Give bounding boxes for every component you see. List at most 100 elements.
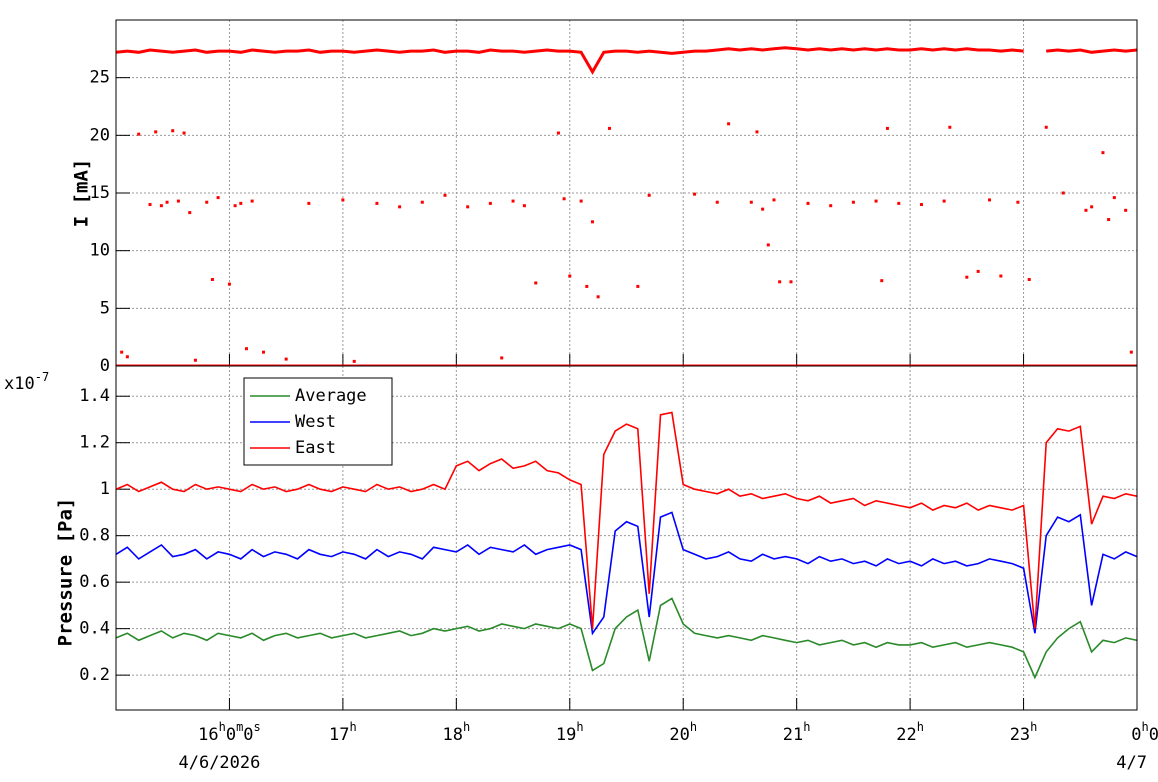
- data-point: [636, 284, 640, 288]
- x-tick-label: 18h: [442, 720, 470, 745]
- legend-label: West: [295, 412, 336, 432]
- series-line: [116, 411, 1137, 629]
- data-point: [885, 126, 889, 130]
- x-tick-label: 23h: [1010, 720, 1038, 745]
- data-point: [1044, 125, 1048, 129]
- data-point: [466, 205, 470, 209]
- data-point: [647, 193, 651, 197]
- x-tick-label: 20h: [669, 720, 697, 745]
- y-tick-label: 20: [90, 125, 110, 145]
- data-point: [488, 201, 492, 205]
- y-tick-label: 1.4: [79, 386, 110, 406]
- data-point: [120, 350, 124, 354]
- data-point: [1112, 196, 1116, 200]
- data-point: [999, 274, 1003, 278]
- y-tick-label: 0.8: [79, 526, 110, 546]
- data-point: [307, 201, 311, 205]
- data-point: [534, 281, 538, 285]
- data-point: [693, 192, 697, 196]
- data-point: [398, 205, 402, 209]
- series-line: [116, 46, 1137, 75]
- data-point: [216, 196, 220, 200]
- tick-label-part: 0: [1131, 725, 1141, 745]
- date-label: 4/6/2026: [178, 753, 260, 773]
- data-point: [500, 356, 504, 360]
- data-point: [210, 278, 214, 281]
- data-point: [919, 203, 923, 207]
- x-tick-label: 16h0m0s: [198, 720, 261, 745]
- y-tick-label: 0.6: [79, 572, 110, 592]
- tick-label-part: h: [1030, 720, 1037, 734]
- tick-label-part: h: [463, 720, 470, 734]
- data-point: [1061, 191, 1065, 195]
- tick-label-part: h: [803, 720, 810, 734]
- data-point: [148, 203, 152, 207]
- data-point: [1027, 278, 1031, 281]
- data-point: [556, 131, 560, 135]
- tick-label-part: 18: [442, 725, 462, 745]
- data-point: [159, 204, 163, 208]
- data-point: [171, 129, 175, 133]
- y-tick-label: 0.2: [79, 665, 110, 685]
- data-point: [1124, 208, 1128, 212]
- data-point: [1016, 200, 1020, 204]
- legend-label: East: [295, 438, 336, 458]
- tick-label-part: 21: [783, 725, 803, 745]
- y-tick-label: 1: [100, 479, 110, 499]
- data-point: [778, 280, 782, 284]
- data-point: [188, 211, 192, 215]
- data-point: [897, 201, 901, 205]
- x-tick-label: 22h: [896, 720, 924, 745]
- x-tick-label: 21h: [783, 720, 811, 745]
- data-point: [443, 193, 447, 197]
- data-point: [284, 357, 288, 361]
- x-tick-label: 19h: [556, 720, 584, 745]
- data-point: [727, 122, 731, 126]
- data-point: [562, 197, 566, 201]
- data-point: [176, 199, 180, 203]
- data-point: [880, 279, 884, 283]
- y-scale-exponent: -7: [35, 370, 49, 384]
- plot-frame: [115, 365, 1138, 711]
- y-scale-label: x10-7: [4, 370, 49, 394]
- data-point: [749, 200, 753, 204]
- tick-label-part: 23: [1010, 725, 1030, 745]
- y-tick-label: 0.4: [79, 619, 110, 639]
- data-point: [766, 243, 770, 247]
- data-point: [1101, 151, 1105, 155]
- legend-label: Average: [295, 386, 367, 406]
- data-point: [341, 198, 345, 202]
- plot-area: [116, 411, 1137, 680]
- data-point: [607, 126, 611, 130]
- series-line: [116, 511, 1137, 636]
- data-point: [1129, 350, 1133, 354]
- tick-label-part: 16: [198, 725, 218, 745]
- data-point: [579, 199, 583, 203]
- y-axis-label: I [mA]: [71, 159, 93, 228]
- data-point: [829, 204, 833, 208]
- data-point: [233, 204, 237, 208]
- plot-area: [116, 46, 1137, 366]
- y-tick-label: 10: [90, 241, 110, 261]
- data-point: [193, 358, 197, 362]
- data-point: [948, 125, 952, 129]
- data-point: [137, 132, 141, 136]
- tick-label-part: h: [576, 720, 583, 734]
- data-point: [755, 130, 759, 134]
- data-point: [261, 350, 265, 354]
- y-tick-label: 5: [100, 298, 110, 318]
- tick-label-part: 0: [1149, 725, 1158, 745]
- tick-label-part: 20: [669, 725, 689, 745]
- data-point: [988, 198, 992, 202]
- data-point: [1084, 208, 1088, 212]
- data-point: [761, 207, 765, 211]
- data-point: [511, 199, 515, 203]
- data-point: [125, 355, 129, 359]
- x-tick-label: 0h0: [1131, 720, 1158, 745]
- data-point: [227, 282, 231, 286]
- tick-label-part: 0: [243, 725, 253, 745]
- y-tick-label: 25: [90, 68, 110, 88]
- data-point: [789, 280, 793, 284]
- data-point: [942, 199, 946, 203]
